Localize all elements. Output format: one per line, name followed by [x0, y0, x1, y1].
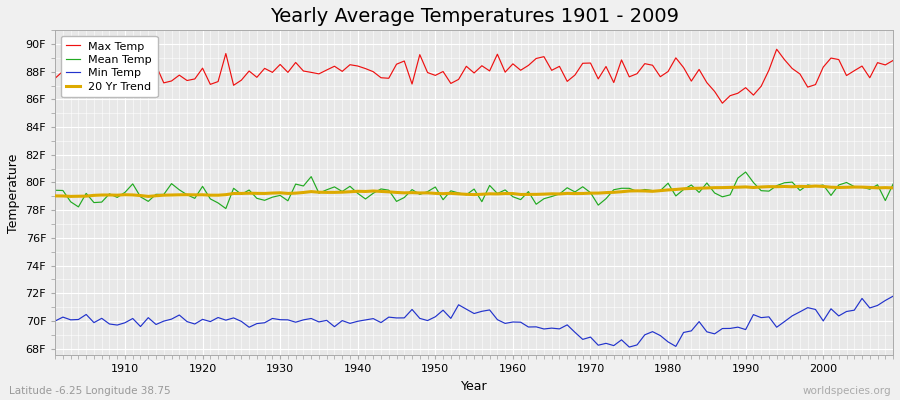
Max Temp: [112, 85, 122, 90]
20 Yr Trend: [810, 184, 821, 188]
20 Yr Trend: [887, 186, 898, 190]
Line: Min Temp: Min Temp: [55, 296, 893, 347]
Max Temp: [717, 101, 728, 106]
X-axis label: Year: Year: [461, 380, 488, 393]
Min Temp: [624, 345, 634, 350]
Mean Temp: [508, 194, 518, 199]
Mean Temp: [516, 197, 526, 202]
Mean Temp: [608, 187, 619, 192]
Max Temp: [50, 76, 60, 81]
Min Temp: [283, 318, 293, 322]
Min Temp: [508, 320, 518, 324]
Legend: Max Temp, Mean Temp, Min Temp, 20 Yr Trend: Max Temp, Mean Temp, Min Temp, 20 Yr Tre…: [60, 36, 158, 97]
Min Temp: [887, 294, 898, 298]
Mean Temp: [337, 189, 347, 194]
Mean Temp: [112, 195, 122, 200]
Max Temp: [500, 70, 510, 74]
Y-axis label: Temperature: Temperature: [7, 153, 20, 232]
20 Yr Trend: [516, 192, 526, 197]
Mean Temp: [291, 182, 302, 186]
20 Yr Trend: [508, 191, 518, 196]
20 Yr Trend: [608, 190, 619, 195]
Text: Latitude -6.25 Longitude 38.75: Latitude -6.25 Longitude 38.75: [9, 386, 171, 396]
Min Temp: [500, 321, 510, 326]
Max Temp: [887, 58, 898, 63]
Min Temp: [329, 324, 340, 329]
Min Temp: [600, 341, 611, 346]
Max Temp: [508, 62, 518, 66]
Min Temp: [112, 323, 122, 328]
20 Yr Trend: [143, 194, 154, 199]
Max Temp: [600, 64, 611, 69]
20 Yr Trend: [291, 191, 302, 196]
Mean Temp: [887, 182, 898, 186]
Line: 20 Yr Trend: 20 Yr Trend: [55, 186, 893, 196]
Title: Yearly Average Temperatures 1901 - 2009: Yearly Average Temperatures 1901 - 2009: [270, 7, 679, 26]
Mean Temp: [50, 188, 60, 193]
Line: Mean Temp: Mean Temp: [55, 172, 893, 208]
20 Yr Trend: [112, 193, 122, 198]
Mean Temp: [220, 206, 231, 211]
Mean Temp: [740, 170, 751, 174]
20 Yr Trend: [337, 190, 347, 194]
Text: worldspecies.org: worldspecies.org: [803, 386, 891, 396]
Min Temp: [50, 318, 60, 323]
Max Temp: [283, 70, 293, 75]
Line: Max Temp: Max Temp: [55, 49, 893, 103]
Max Temp: [771, 47, 782, 52]
20 Yr Trend: [50, 194, 60, 198]
Max Temp: [329, 64, 340, 69]
